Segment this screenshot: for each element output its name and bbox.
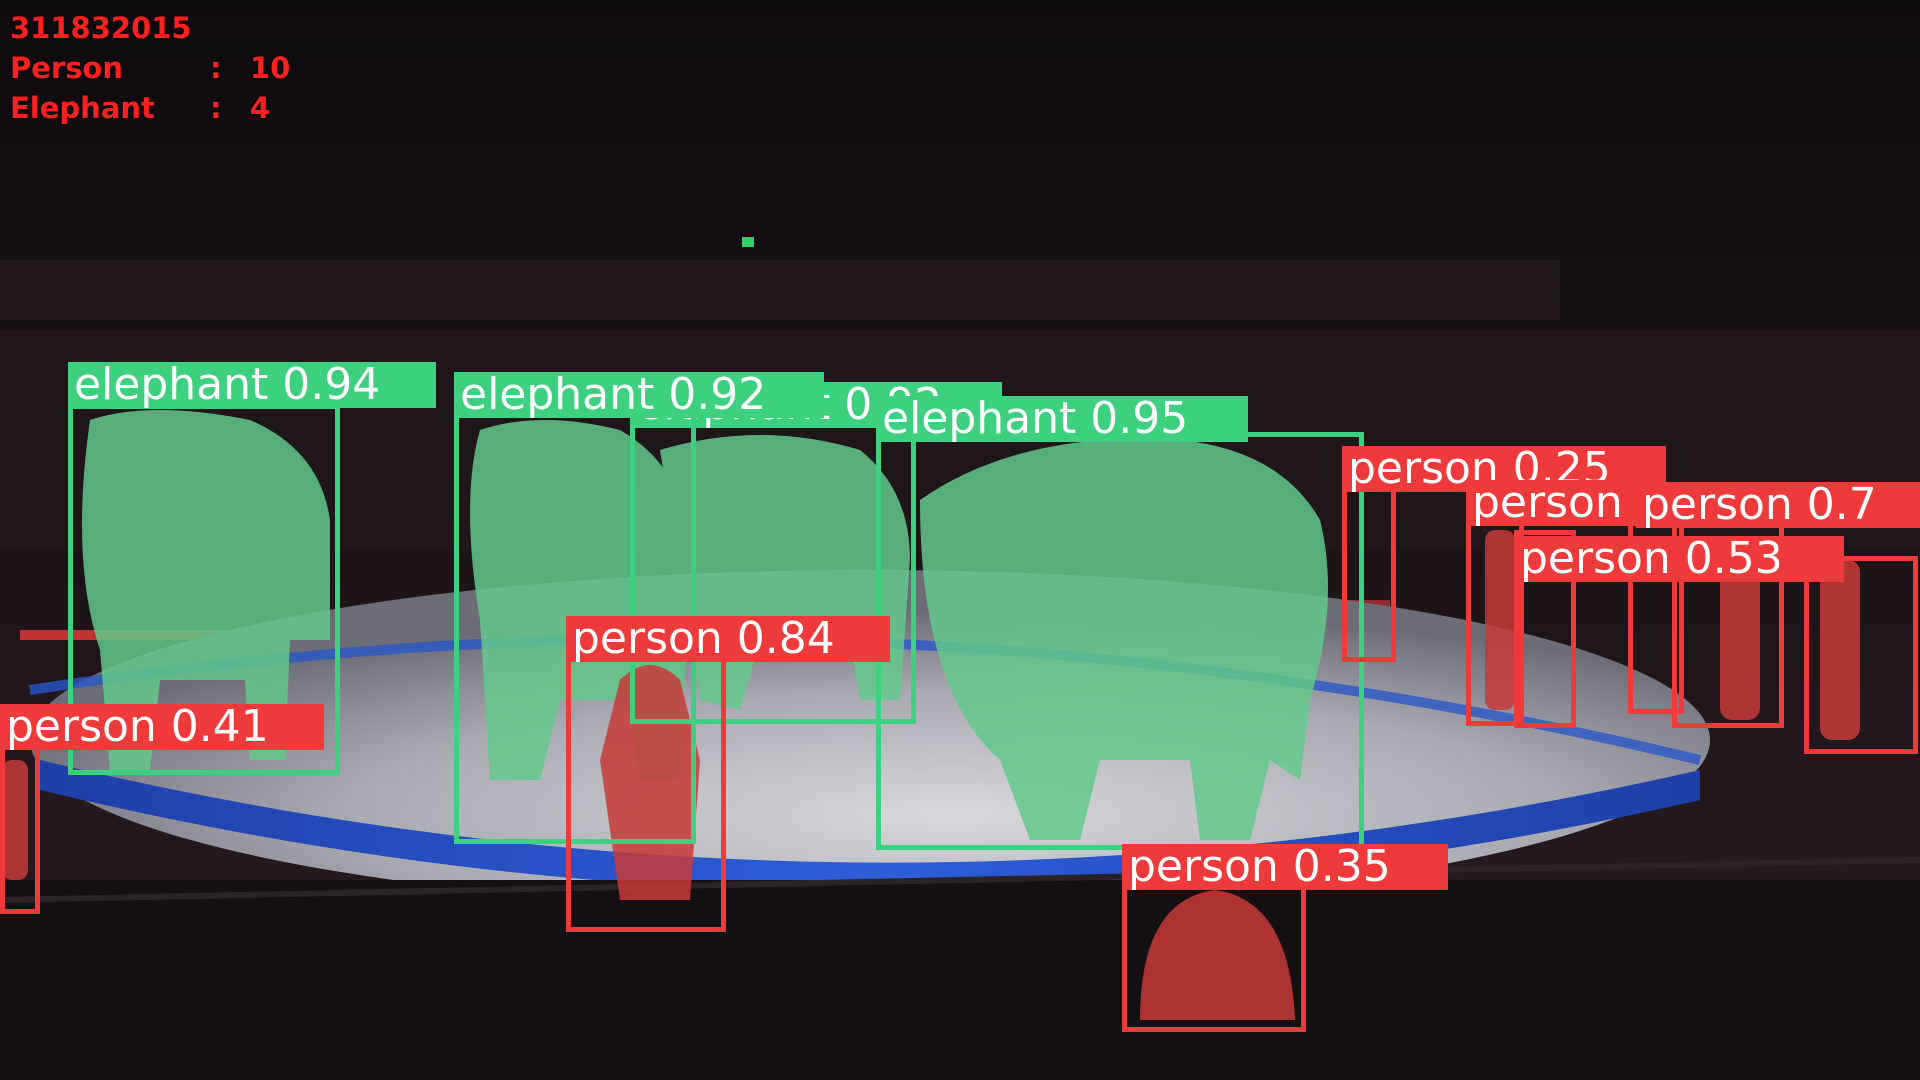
person-count-row: Person : 10 (10, 48, 290, 88)
person-count-value: 10 (250, 51, 291, 85)
person-count-separator: : (210, 51, 222, 85)
detection-counter-overlay: 311832015 Person : 10 Elephant : 4 (10, 8, 290, 128)
person-box-4 (1342, 482, 1396, 662)
person-label-1: person 0.41 (0, 704, 324, 750)
person-label-5: person (1466, 480, 1638, 526)
frame-id: 311832015 (10, 11, 192, 45)
person-count-label: Person (10, 51, 124, 85)
elephant-count-row: Elephant : 4 (10, 88, 290, 128)
elephant-label-1: elephant 0.94 (68, 362, 436, 408)
elephant-box-4 (876, 432, 1364, 850)
elephant-count-label: Elephant (10, 91, 155, 125)
person-box-2 (566, 654, 726, 932)
person-box-7 (1514, 530, 1576, 728)
person-box-1 (0, 742, 40, 914)
elephant-count-separator: : (210, 91, 222, 125)
elephant-label-2: elephant 0.92 (454, 372, 824, 418)
person-box-3 (1122, 884, 1306, 1032)
exit-sign (742, 237, 754, 247)
person-label-3: person 0.35 (1122, 844, 1448, 890)
elephant-count-value: 4 (250, 91, 271, 125)
person-label-6: person 0.7 (1636, 482, 1920, 528)
elephant-label-4: elephant 0.95 (876, 396, 1248, 442)
person-box-10 (1804, 556, 1918, 754)
person-label-2: person 0.84 (566, 616, 890, 662)
person-label-7: person 0.53 (1514, 536, 1844, 582)
